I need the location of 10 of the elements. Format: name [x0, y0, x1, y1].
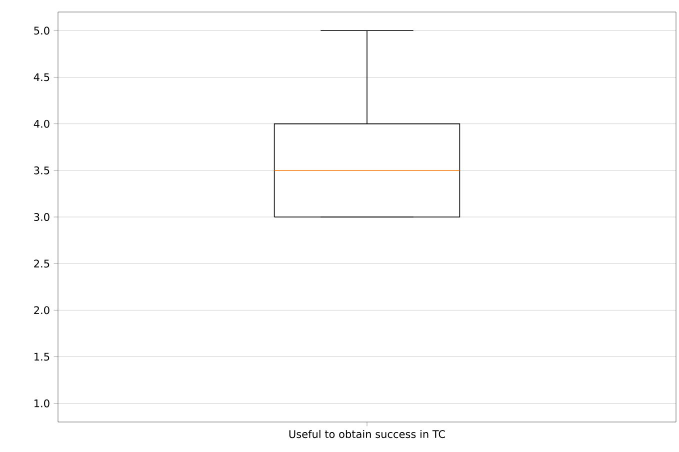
y-tick-label: 4.5 [34, 73, 50, 82]
y-tick-label: 5.0 [34, 26, 50, 35]
x-tick-label: Useful to obtain success in TC [289, 430, 446, 438]
y-tick-label: 1.0 [34, 399, 50, 408]
y-tick-label: 1.5 [34, 352, 50, 361]
y-tick-label: 2.5 [34, 260, 50, 268]
y-tick-label: 2.0 [34, 306, 50, 314]
y-tick-label: 4.0 [34, 120, 50, 128]
y-tick-label: 3.5 [34, 166, 50, 174]
y-tick-label: 3.0 [34, 213, 50, 221]
